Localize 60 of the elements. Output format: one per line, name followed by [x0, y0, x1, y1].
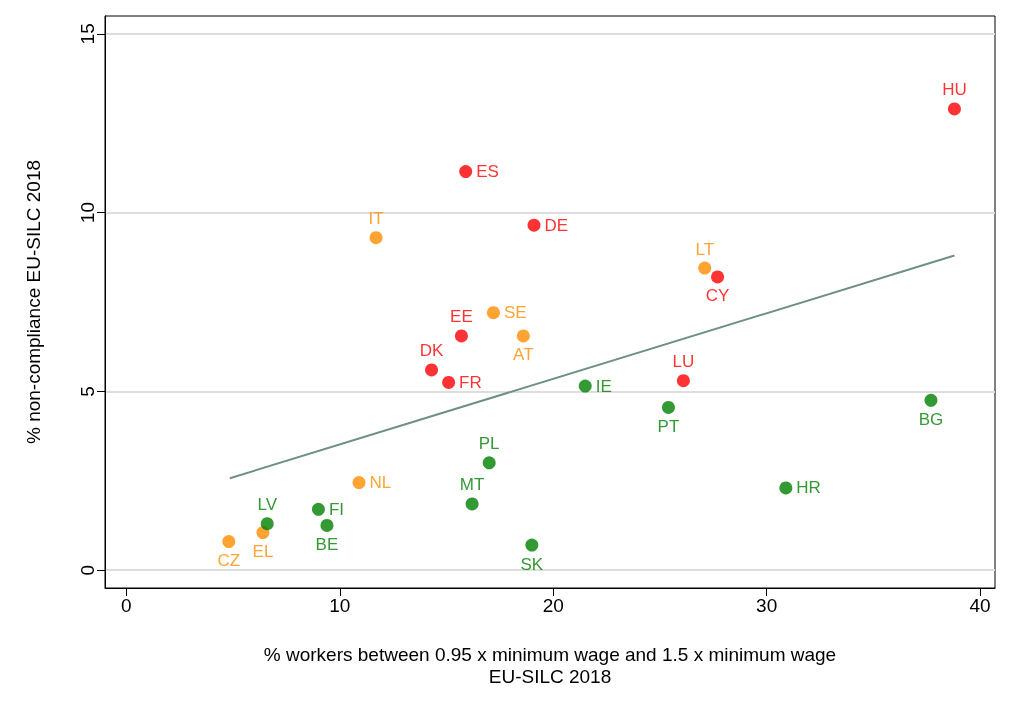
point — [369, 231, 383, 245]
x-tick-label: 10 — [329, 595, 351, 616]
data-label: BG — [918, 409, 944, 429]
point — [947, 102, 961, 116]
point — [711, 270, 725, 284]
point — [352, 476, 366, 490]
data-label: LT — [695, 239, 715, 259]
data-label: DK — [419, 341, 445, 361]
y-tick-label: 10 — [77, 202, 98, 224]
x-axis-title: % workers between 0.95 x minimum wage and 1.5 x minimum wage EU-SILC 2018 — [263, 643, 837, 687]
data-label: EL — [252, 542, 274, 562]
point — [459, 165, 473, 179]
y-tick-label: 15 — [77, 23, 98, 45]
point — [486, 306, 500, 320]
data-label: PL — [478, 434, 500, 454]
data-label: MT — [459, 475, 485, 495]
x-tick-label: 0 — [121, 595, 132, 616]
point — [311, 502, 325, 516]
data-label: SE — [503, 303, 527, 323]
data-label: AT — [513, 345, 534, 365]
x-tick-label: 40 — [969, 595, 991, 616]
y-tick-label: 0 — [77, 564, 98, 576]
data-label: BE — [315, 534, 339, 554]
data-label: IE — [595, 376, 612, 396]
point — [454, 329, 468, 343]
data-label: CZ — [217, 551, 241, 571]
point — [425, 363, 439, 377]
point — [661, 400, 675, 414]
data-label: HU — [942, 80, 967, 100]
y-tick-label: 5 — [77, 386, 98, 397]
point — [516, 329, 530, 343]
point — [320, 518, 334, 532]
point — [779, 481, 793, 495]
data-label: FI — [328, 499, 345, 519]
x-tick-label: 20 — [542, 595, 564, 616]
x-tick-label: 30 — [756, 595, 778, 616]
point — [482, 456, 496, 470]
y-axis-title: % non-compliance EU-SILC 2018 — [23, 159, 44, 445]
data-label: IT — [368, 209, 384, 229]
point — [527, 218, 541, 232]
data-label: PT — [657, 416, 680, 436]
point — [525, 538, 539, 552]
data-label: HR — [796, 478, 821, 498]
point — [465, 497, 479, 511]
data-label: LU — [672, 352, 695, 372]
point — [578, 379, 592, 393]
data-label: DE — [544, 215, 569, 235]
point — [676, 374, 690, 388]
point — [442, 375, 456, 389]
data-label: ES — [476, 162, 499, 182]
point — [924, 393, 938, 407]
data-label: EE — [450, 307, 473, 327]
point — [222, 535, 236, 549]
point — [698, 261, 712, 275]
data-label: CY — [705, 286, 730, 306]
data-label: FR — [459, 372, 482, 392]
data-label: SK — [520, 554, 544, 574]
data-label: NL — [369, 473, 392, 493]
data-label: LV — [257, 495, 278, 515]
point — [260, 517, 274, 531]
